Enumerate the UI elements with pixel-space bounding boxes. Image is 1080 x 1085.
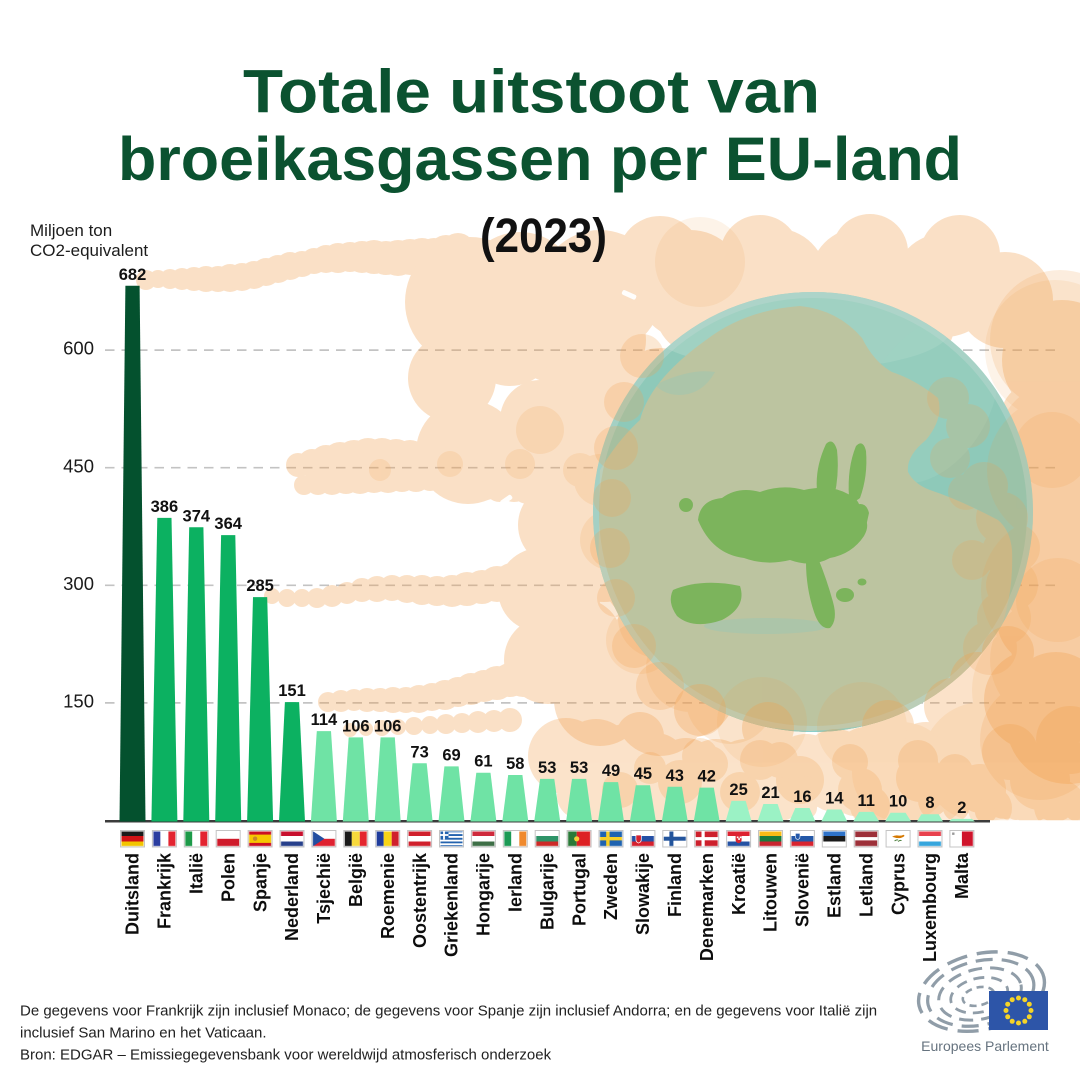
svg-text:53: 53: [538, 759, 556, 777]
svg-text:Oostentrijk: Oostentrijk: [410, 852, 430, 948]
svg-text:61: 61: [474, 753, 492, 771]
svg-text:42: 42: [698, 768, 716, 786]
svg-text:Frankrijk: Frankrijk: [155, 852, 175, 929]
svg-text:150: 150: [63, 691, 94, 712]
svg-text:Finland: Finland: [665, 853, 685, 917]
svg-text:Italië: Italië: [187, 853, 207, 894]
svg-text:Slovenië: Slovenië: [793, 853, 813, 927]
svg-text:45: 45: [634, 765, 652, 783]
svg-text:Spanje: Spanje: [250, 853, 270, 912]
svg-text:106: 106: [342, 717, 370, 735]
svg-text:Miljoen ton: Miljoen ton: [30, 221, 112, 240]
svg-text:114: 114: [311, 711, 338, 729]
svg-text:21: 21: [761, 784, 779, 802]
svg-text:Bulgarije: Bulgarije: [537, 853, 557, 930]
svg-text:CO2-equivalent: CO2-equivalent: [30, 241, 148, 260]
svg-text:Ierland: Ierland: [506, 853, 526, 912]
svg-text:Griekenland: Griekenland: [442, 853, 462, 957]
svg-text:Estland: Estland: [825, 853, 845, 918]
svg-text:Nederland: Nederland: [282, 853, 302, 941]
svg-text:Cyprus: Cyprus: [888, 853, 908, 915]
svg-text:10: 10: [889, 793, 907, 811]
svg-text:151: 151: [278, 682, 306, 700]
svg-text:Portugal: Portugal: [569, 853, 589, 926]
svg-text:inclusief San Marino en het Va: inclusief San Marino en het Vaticaan.: [20, 1025, 267, 1042]
svg-text:58: 58: [506, 755, 524, 773]
svg-text:300: 300: [63, 573, 94, 594]
svg-text:Kroatië: Kroatië: [729, 853, 749, 915]
svg-text:Tsjechië: Tsjechië: [314, 853, 334, 924]
svg-text:Hongarije: Hongarije: [474, 853, 494, 936]
svg-text:69: 69: [442, 746, 460, 764]
svg-text:Roemenie: Roemenie: [378, 853, 398, 939]
svg-text:450: 450: [63, 455, 94, 476]
svg-text:11: 11: [857, 792, 874, 810]
svg-text:16: 16: [793, 788, 811, 806]
svg-text:De gegevens voor Frankrijk zij: De gegevens voor Frankrijk zijn inclusie…: [20, 1003, 877, 1020]
svg-text:8: 8: [925, 794, 934, 812]
svg-text:364: 364: [214, 515, 242, 533]
svg-text:Bron: EDGAR – Emissiegegevensb: Bron: EDGAR – Emissiegegevensbank voor w…: [20, 1047, 552, 1064]
svg-text:49: 49: [602, 762, 620, 780]
svg-text:Zweden: Zweden: [601, 853, 621, 920]
svg-text:Malta: Malta: [952, 852, 972, 899]
svg-text:Litouwen: Litouwen: [761, 853, 781, 932]
svg-text:broeikasgassen per EU-land: broeikasgassen per EU-land: [118, 125, 962, 193]
svg-text:Letland: Letland: [856, 853, 876, 917]
svg-text:53: 53: [570, 759, 588, 777]
svg-text:Luxembourg: Luxembourg: [920, 853, 940, 962]
svg-text:600: 600: [63, 338, 94, 359]
svg-text:Slowakije: Slowakije: [633, 853, 653, 935]
svg-text:Polen: Polen: [218, 853, 238, 902]
svg-text:25: 25: [729, 781, 747, 799]
svg-text:België: België: [346, 853, 366, 907]
svg-text:106: 106: [374, 717, 402, 735]
svg-text:14: 14: [825, 790, 844, 808]
svg-text:374: 374: [183, 507, 211, 525]
svg-text:Europees Parlement: Europees Parlement: [921, 1038, 1049, 1054]
svg-text:73: 73: [410, 743, 428, 761]
svg-text:(2023): (2023): [480, 210, 607, 263]
svg-text:43: 43: [666, 767, 684, 785]
svg-text:Duitsland: Duitsland: [123, 853, 143, 935]
svg-text:285: 285: [246, 577, 274, 595]
svg-text:Totale uitstoot van: Totale uitstoot van: [243, 58, 820, 126]
svg-text:682: 682: [119, 266, 147, 284]
svg-text:2: 2: [957, 799, 966, 817]
svg-text:Denemarken: Denemarken: [697, 853, 717, 961]
svg-text:386: 386: [151, 498, 179, 516]
